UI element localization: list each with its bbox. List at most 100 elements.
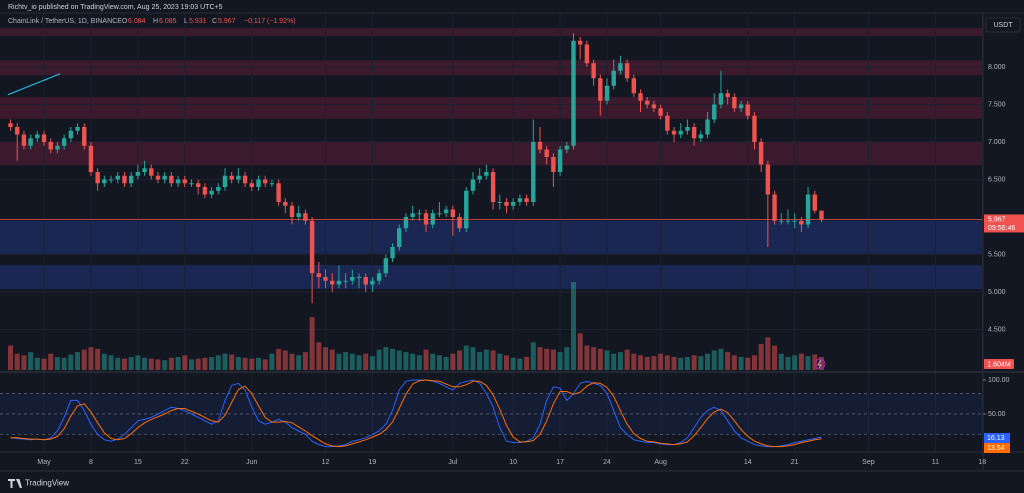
volume-bar — [128, 356, 134, 370]
candle-body — [376, 273, 382, 281]
candle-body — [417, 213, 422, 215]
volume-layer — [8, 282, 824, 370]
candle-body — [537, 142, 543, 150]
y-tick-label: 5.500 — [988, 251, 1006, 258]
candle-body — [598, 78, 603, 101]
volume-bar — [390, 348, 396, 370]
candle-body — [772, 194, 777, 221]
volume-bar — [718, 348, 724, 370]
candle-body — [202, 187, 208, 195]
volume-bar — [490, 350, 496, 370]
candle-body — [604, 85, 610, 101]
stoch-badge — [984, 433, 1010, 443]
legend-value: 6.085 — [159, 18, 177, 25]
x-tick-label: 21 — [791, 459, 799, 466]
candle-body — [631, 78, 637, 94]
volume-bar — [343, 352, 349, 370]
trendline — [7, 73, 61, 96]
candle-body — [48, 142, 53, 150]
candle-body — [343, 280, 348, 282]
candle-body — [336, 280, 342, 285]
volume-bar — [410, 353, 416, 370]
volume-bar — [510, 357, 516, 370]
volume-bar — [711, 350, 717, 370]
volume-bar — [604, 350, 610, 370]
candle-body — [691, 127, 697, 139]
volume-bar — [483, 349, 489, 370]
candle-body — [470, 179, 476, 191]
candle-body — [799, 220, 804, 225]
volume-bar — [778, 353, 784, 370]
alert-icon[interactable] — [814, 358, 826, 370]
stoch-tick-label: 100.00 — [988, 377, 1010, 384]
volume-bar — [497, 353, 503, 370]
volume-bar — [691, 355, 697, 370]
x-tick-label: Aug — [654, 459, 667, 466]
y-tick-label: 7.500 — [988, 101, 1006, 108]
volume-bar — [108, 355, 114, 370]
candle-body — [624, 63, 630, 79]
symbol-title: ChainLink / TetherUS, 1D, BINANCE — [8, 18, 122, 25]
candle-body — [370, 280, 375, 285]
volume-label: 1.604M — [987, 361, 1011, 368]
candle-body — [182, 179, 187, 184]
candle-body — [819, 210, 824, 220]
candle-body — [356, 277, 362, 278]
volume-bar — [617, 352, 623, 370]
volume-bar — [571, 282, 577, 370]
volume-bar — [323, 347, 329, 370]
candle-body — [725, 93, 730, 97]
volume-bar — [544, 348, 550, 370]
volume-bar — [376, 349, 382, 370]
candle-body — [263, 179, 268, 184]
x-tick-label: Jun — [246, 459, 257, 466]
x-tick-label: May — [37, 459, 51, 466]
candle-body — [785, 220, 791, 222]
candle-body — [330, 280, 335, 285]
zone — [0, 60, 983, 76]
candle-body — [162, 175, 167, 180]
volume-bar — [209, 356, 215, 370]
legend-value: 6.084 — [128, 18, 146, 25]
candle-body — [68, 130, 74, 139]
volume-bar — [577, 333, 583, 370]
candle-body — [41, 134, 47, 142]
candle-body — [792, 220, 797, 222]
volume-bar — [302, 352, 308, 370]
volume-bar — [798, 353, 804, 370]
candle-body — [752, 115, 757, 142]
candle-body — [685, 127, 690, 131]
volume-bar — [242, 357, 248, 370]
candle-body — [517, 198, 523, 202]
volume-bar — [168, 357, 174, 370]
legend-key: H — [153, 18, 158, 25]
volume-bar — [135, 355, 141, 370]
volume-bar — [289, 353, 295, 370]
currency: USDT — [993, 22, 1013, 29]
candle-body — [128, 175, 134, 184]
volume-bar — [21, 355, 27, 370]
volume-bar — [202, 357, 208, 370]
volume-bar — [705, 353, 711, 370]
candle-body — [102, 179, 107, 184]
volume-bar — [215, 355, 221, 370]
volume-bar — [229, 354, 235, 370]
volume-bar — [349, 353, 355, 370]
candle-body — [544, 149, 549, 157]
volume-bar — [738, 356, 744, 370]
volume-bar — [336, 353, 342, 370]
candle-body — [571, 40, 576, 146]
volume-bar — [14, 353, 20, 370]
volume-bar — [148, 358, 154, 370]
volume-bar — [678, 357, 684, 370]
volume-bar — [537, 347, 543, 370]
candle-body — [665, 115, 670, 131]
x-tick-label: 11 — [932, 459, 939, 466]
volume-bar — [316, 342, 322, 370]
candle-body — [638, 93, 643, 101]
volume-bar — [477, 352, 483, 370]
candle-body — [671, 130, 677, 135]
volume-bar — [296, 355, 302, 370]
zone — [0, 97, 983, 119]
candle-body — [316, 273, 322, 277]
